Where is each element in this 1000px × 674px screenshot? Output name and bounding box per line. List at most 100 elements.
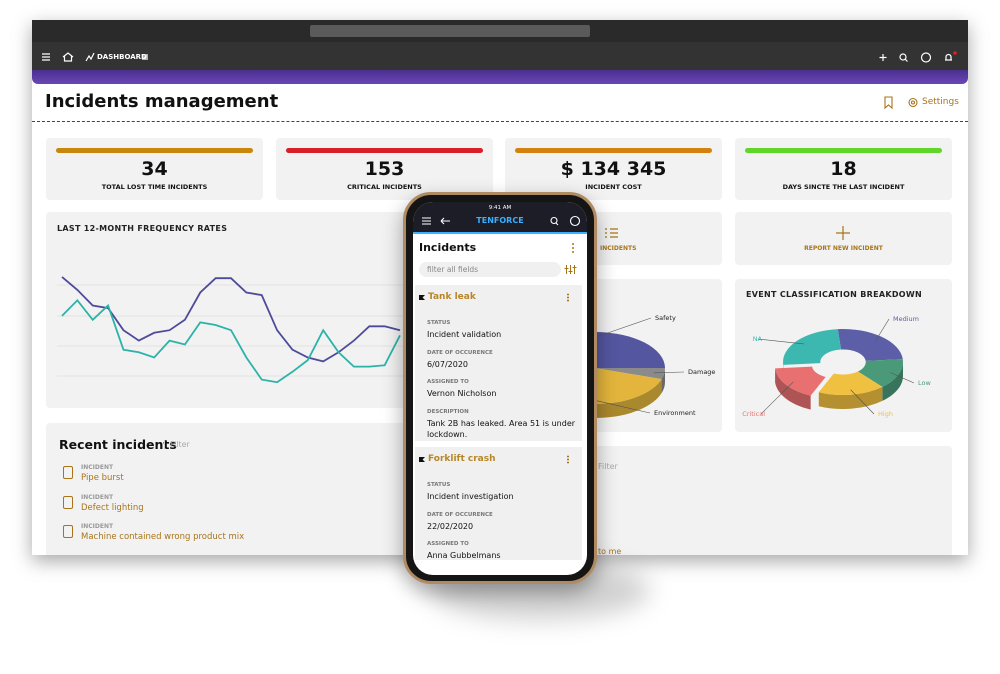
phone-title: Incidents (419, 241, 477, 254)
slice-label: Damage (688, 368, 715, 376)
search-icon[interactable] (899, 53, 907, 61)
phone-more-dot (572, 247, 574, 249)
field-value: Vernon Nicholson (427, 389, 497, 398)
checklist-icon (605, 228, 618, 238)
phone-filter-icon[interactable] (564, 265, 577, 274)
phone-menu[interactable] (422, 217, 431, 225)
slice-label: Low (918, 379, 931, 387)
phone-toolbar-icons (564, 243, 577, 274)
slice-label: Medium (893, 315, 919, 323)
slice-side (775, 368, 811, 410)
phone-back[interactable] (440, 217, 450, 225)
incident-name: Pipe burst (81, 473, 124, 483)
leader-line (850, 389, 875, 415)
user-icon[interactable] (920, 52, 932, 63)
line-series (61, 298, 401, 384)
page-title: Incidents management (45, 91, 279, 112)
field-label: DATE OF OCCURENCE (427, 349, 493, 356)
kpi-bar (286, 148, 483, 153)
kpi-bar (56, 148, 253, 153)
bell-icon[interactable] (945, 53, 952, 61)
settings-link[interactable]: Settings (922, 97, 959, 107)
kpi-label: INCIDENT COST (585, 183, 642, 191)
bookmark-icon[interactable] (884, 96, 893, 110)
phone-search-handle (555, 222, 559, 226)
phone-search-placeholder: filter all fields (427, 265, 479, 274)
slice-side (661, 368, 665, 394)
field-label: STATUS (427, 320, 451, 326)
slice (837, 329, 903, 361)
phone-more-dot (572, 251, 574, 253)
assigned-filter[interactable]: Filter (598, 462, 618, 471)
slice-label: High (878, 410, 893, 418)
phone-accent (413, 232, 587, 234)
more-icon (567, 455, 569, 464)
field-label: ASSIGNED TO (427, 541, 469, 547)
donut-title: EVENT CLASSIFICATION BREAKDOWN (746, 290, 923, 299)
slice-side (882, 362, 903, 401)
document-icon (63, 495, 73, 509)
kpi-bar (515, 148, 712, 153)
more-icon (567, 293, 569, 302)
leader-line (890, 372, 915, 384)
phone-brand: TENFORCE (476, 216, 524, 225)
slice-label: Critical (742, 410, 765, 418)
slice (595, 368, 665, 380)
phone-search-field[interactable] (419, 262, 561, 277)
add-icon[interactable] (879, 54, 887, 61)
flag-icon (419, 457, 425, 462)
recent-card (46, 423, 441, 555)
slice (857, 359, 903, 387)
header (32, 84, 968, 122)
kpi-value: $ 134 345 (560, 158, 667, 180)
incident-card[interactable]: Forklift crash STATUS Incident investigati… (415, 447, 582, 560)
settings-icon[interactable] (908, 97, 918, 108)
nav-bar (32, 42, 968, 72)
kpi-label: DAYS SINCTE THE LAST INCIDENT (782, 183, 905, 191)
incident-label: INCIDENT (81, 493, 114, 501)
line-series (61, 276, 401, 363)
phone-screen: 9:41 AM TENFORCE Incidents filter all fi… (413, 202, 587, 575)
field-value: Anna Gubbelmans (427, 551, 501, 560)
dashboard-menu-icon[interactable] (142, 54, 148, 60)
dashboard-icon (85, 52, 95, 62)
frequency-card (46, 212, 441, 408)
settings-icon-core (910, 100, 916, 105)
recent-filter[interactable]: Filter (164, 440, 190, 449)
flag-icon (419, 295, 425, 300)
leader-line (594, 317, 652, 338)
home-icon[interactable] (62, 52, 74, 62)
phone-user[interactable] (569, 215, 581, 227)
phone-search[interactable] (550, 216, 558, 225)
field-label: ASSIGNED TO (427, 379, 469, 385)
phone-appbar-icons (422, 215, 581, 227)
document-icon (63, 525, 73, 538)
field-label: STATUS (427, 482, 451, 488)
kpi-label: TOTAL LOST TIME INCIDENTS (101, 183, 208, 191)
incident-name: Machine contained wrong product mix (81, 532, 245, 542)
field-value: Incident validation (427, 330, 502, 339)
report-tile-label: REPORT NEW INCIDENT (804, 245, 883, 252)
nav-dashboard[interactable]: DASHBOARD (97, 53, 147, 61)
recent-title: Recent incidents (59, 437, 177, 452)
address-bar[interactable] (310, 25, 590, 37)
kpi-value: 18 (830, 158, 857, 180)
field-value: Tank 2B has leaked. Area 51 is under loc… (427, 418, 576, 439)
slice (775, 366, 826, 396)
kpi-value: 153 (364, 158, 405, 180)
notification-dot (953, 51, 957, 55)
incident-card[interactable]: Tank leak STATUS Incident validation DATE O… (415, 285, 582, 441)
phone-more[interactable] (572, 243, 574, 245)
leader-line (875, 318, 890, 341)
phone-status-bar (413, 202, 587, 232)
field-value: 22/02/2020 (427, 521, 474, 531)
slice-label: NA (753, 335, 763, 343)
frequency-title: LAST 12-MONTH FREQUENCY RATES (57, 224, 228, 233)
menu-icon[interactable] (42, 53, 50, 61)
kpi-label: CRITICAL INCIDENTS (347, 183, 422, 191)
kpi-bar (745, 148, 942, 153)
kpi-card: $ 134 345 INCIDENT COST (505, 138, 722, 200)
field-label: DESCRIPTION (427, 408, 469, 415)
incident-name: Defect lighting (81, 502, 144, 513)
